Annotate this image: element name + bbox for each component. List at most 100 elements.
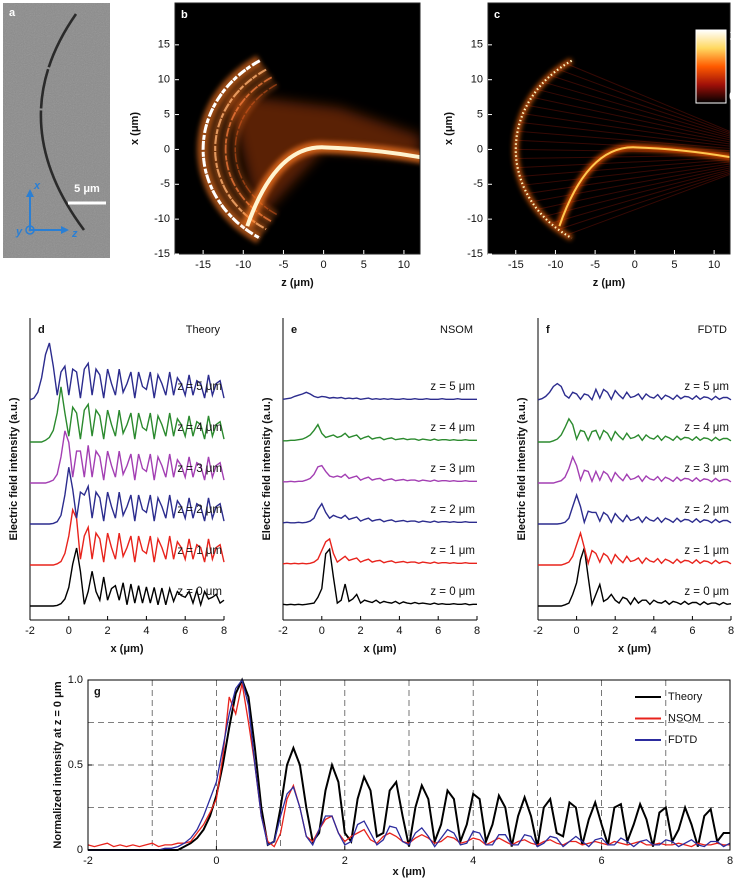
panel-label: g <box>94 686 101 698</box>
fan-ray <box>543 81 730 137</box>
x-tick-label: 4 <box>143 625 149 637</box>
x-tick-label: 2 <box>342 855 348 867</box>
fan-ray <box>537 88 730 139</box>
curve-label: z = 3 μm <box>430 463 475 475</box>
fan-ray <box>517 130 730 149</box>
x-tick-label: 6 <box>182 625 188 637</box>
axis-label: x <box>33 180 41 192</box>
bright-arc <box>214 68 267 231</box>
panel-title: FDTD <box>698 324 727 336</box>
x-tick-label: 6 <box>599 855 605 867</box>
arrow-head <box>61 226 69 234</box>
curve-label: z = 3 μm <box>684 463 729 475</box>
curve-label: z = 4 μm <box>684 422 729 434</box>
plot-frame <box>87 679 731 851</box>
y-tick-label: 0 <box>477 143 483 155</box>
curve-label: z = 1 μm <box>684 545 729 557</box>
intensity-line <box>538 417 732 443</box>
curve-label: z = 4 μm <box>430 422 475 434</box>
caustic <box>558 146 730 227</box>
x-tick-label: -5 <box>590 259 600 271</box>
x-axis-label: x (μm) <box>363 643 396 655</box>
x-tick-label: 0 <box>213 855 219 867</box>
caustic <box>245 145 420 227</box>
sem-texture <box>3 3 110 258</box>
x-tick-label: -10 <box>547 259 563 271</box>
intensity-line <box>283 423 477 442</box>
x-axis-label: z (μm) <box>281 277 314 289</box>
fan-ray <box>522 161 730 186</box>
intensity-line <box>29 342 225 401</box>
y-tick-label: -10 <box>467 213 483 225</box>
x-tick-label: 4 <box>396 625 402 637</box>
sem-panel: a 5 μm x y z <box>3 3 110 258</box>
intensity-line <box>30 430 225 484</box>
x-tick-label: 8 <box>474 625 480 637</box>
intensity-line <box>538 530 732 566</box>
fan-ray <box>543 169 730 218</box>
fan-ray <box>517 156 730 169</box>
curve-label: z = 5 μm <box>684 381 729 393</box>
panel-label: e <box>291 324 297 336</box>
y-tick-label: -5 <box>473 178 483 190</box>
intensity-line <box>283 464 477 483</box>
scale-bar-label: 5 μm <box>74 183 100 195</box>
x-tick-label: -2 <box>83 855 93 867</box>
y-tick-label: 1.0 <box>68 674 83 686</box>
y-tick-label: 10 <box>158 74 170 86</box>
x-tick-label: 10 <box>708 259 720 271</box>
fan-ray <box>550 74 730 135</box>
x-tick-label: 6 <box>689 625 695 637</box>
y-tick-label: 0.5 <box>68 759 83 771</box>
curve-label: z = 1 μm <box>177 545 222 557</box>
y-tick-label: -15 <box>154 248 170 260</box>
legend-label: NSOM <box>668 712 701 724</box>
intensity-line <box>282 502 477 524</box>
curve-label: z = 4 μm <box>177 422 222 434</box>
intensity-line <box>282 391 477 401</box>
y-tick-label: 15 <box>158 39 170 51</box>
curve-label: z = 2 μm <box>430 504 475 516</box>
x-tick-label: 8 <box>727 855 733 867</box>
fan-ray <box>526 163 730 195</box>
plot-frame <box>487 2 731 255</box>
x-tick-label: -15 <box>508 259 524 271</box>
curve-label: z = 3 μm <box>177 463 222 475</box>
bright-arc <box>201 59 261 240</box>
colorbar <box>695 29 727 104</box>
intensity-line <box>282 537 477 565</box>
axis-origin <box>25 225 35 235</box>
intensity-line <box>87 683 730 848</box>
panel-label: a <box>9 7 16 19</box>
curve-label: z = 2 μm <box>177 504 222 516</box>
intensity-line <box>30 386 225 443</box>
x-tick-label: 0 <box>319 625 325 637</box>
x-tick-label: 4 <box>651 625 657 637</box>
intensity-line <box>88 677 730 851</box>
x-axis-label: x (μm) <box>392 866 425 878</box>
x-tick-label: 5 <box>361 259 367 271</box>
intensity-line <box>538 492 732 525</box>
curve-label: z = 0 μm <box>430 586 475 598</box>
y-axis-label: Electric field intensity (a.u.) <box>261 397 273 540</box>
intensity-line <box>30 467 225 525</box>
x-axis-label: x (μm) <box>110 643 143 655</box>
x-tick-label: 2 <box>358 625 364 637</box>
x-tick-label: -2 <box>25 625 35 637</box>
intensity-line <box>30 507 225 566</box>
legend-label: FDTD <box>668 734 697 746</box>
fan-ray <box>558 68 730 134</box>
curve-label: z = 1 μm <box>430 545 475 557</box>
x-tick-label: -10 <box>235 259 251 271</box>
panel-label: f <box>546 324 550 336</box>
axis-label: z <box>71 228 78 240</box>
y-axis-label: x (μm) <box>443 112 455 145</box>
legend-label: Theory <box>668 691 703 703</box>
x-tick-label: 6 <box>435 625 441 637</box>
x-tick-label: 8 <box>221 625 227 637</box>
x-tick-label: 0 <box>632 259 638 271</box>
x-tick-label: 5 <box>671 259 677 271</box>
fan-ray <box>566 63 730 132</box>
intensity-line <box>537 382 732 402</box>
